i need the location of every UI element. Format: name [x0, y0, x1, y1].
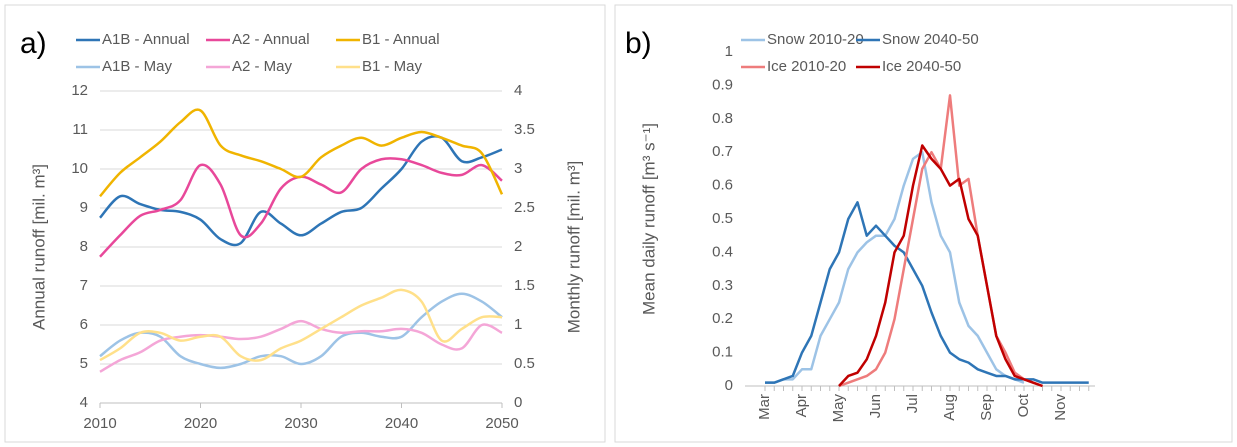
x-tick-label: Mar: [756, 394, 773, 420]
y-tick-label: 0.8: [712, 110, 733, 127]
series-line: [765, 150, 1025, 384]
y-tick-label: 8: [80, 238, 88, 255]
y-tick-label: 10: [71, 160, 88, 177]
x-tick-label: 2030: [284, 415, 317, 432]
y-tick-label: 7: [80, 277, 88, 294]
legend-label: A1B - May: [102, 58, 173, 75]
y2-tick-label: 2.5: [514, 199, 535, 216]
y-tick-label: 0.1: [712, 344, 733, 361]
y-tick-label: 1: [725, 43, 733, 60]
legend-label: B1 - Annual: [362, 31, 440, 48]
y-tick-label: 5: [80, 355, 88, 372]
y2-tick-label: 0: [514, 394, 522, 411]
legend-label: Snow 2010-20: [767, 31, 864, 48]
panel-frame: [614, 4, 1233, 443]
x-tick-label: Sep: [978, 394, 995, 421]
series-line: [765, 201, 1089, 384]
panel-frame: [4, 4, 606, 443]
y2-axis-title: Monthly runoff [mil. m³]: [564, 161, 583, 334]
panel-label: b): [625, 27, 652, 60]
series-line: [99, 108, 504, 198]
legend-label: Snow 2040-50: [882, 31, 979, 48]
y2-tick-label: 3: [514, 160, 522, 177]
series-line: [99, 134, 503, 247]
x-tick-label: Jun: [867, 394, 884, 418]
y2-tick-label: 3.5: [514, 121, 535, 138]
x-tick-label: 2050: [485, 415, 518, 432]
x-tick-label: 2010: [83, 415, 116, 432]
y-tick-label: 11: [72, 121, 88, 138]
legend-label: Ice 2040-50: [882, 58, 961, 75]
series-line: [99, 288, 503, 362]
legend-label: A2 - May: [232, 58, 293, 75]
x-tick-label: Aug: [941, 394, 958, 421]
panel-label: a): [20, 27, 47, 60]
y2-tick-label: 4: [514, 82, 522, 99]
y-tick-label: 12: [71, 82, 88, 99]
x-tick-label: Oct: [1015, 393, 1032, 417]
y-tick-label: 0.3: [712, 277, 733, 294]
y2-tick-label: 1.5: [514, 277, 535, 294]
x-tick-label: 2040: [385, 415, 418, 432]
x-tick-label: May: [830, 394, 847, 423]
legend-label: A1B - Annual: [102, 31, 190, 48]
series-line: [838, 144, 1043, 388]
y-tick-label: 0.7: [712, 143, 733, 160]
series-line: [99, 319, 503, 373]
y-tick-label: 0.5: [712, 210, 733, 227]
y-tick-label: 0.4: [712, 243, 733, 260]
y-tick-label: 0.6: [712, 177, 733, 194]
y2-tick-label: 2: [514, 238, 522, 255]
y-tick-label: 0.2: [712, 310, 733, 327]
y-axis-title: Annual runoff [mil. m³]: [29, 164, 48, 330]
y-tick-label: 0.9: [712, 76, 733, 93]
x-tick-label: 2020: [184, 415, 217, 432]
series-line: [99, 292, 503, 370]
legend-label: Ice 2010-20: [767, 58, 846, 75]
y-axis-title: Mean daily runoff [m³ s⁻¹]: [639, 123, 658, 315]
legend-label: A2 - Annual: [232, 31, 310, 48]
y-tick-label: 4: [80, 394, 88, 411]
y-tick-label: 0: [725, 377, 733, 394]
x-tick-label: Apr: [793, 394, 810, 417]
x-tick-label: Nov: [1052, 394, 1069, 421]
y-tick-label: 9: [80, 199, 88, 216]
y-tick-label: 6: [80, 316, 88, 333]
y2-tick-label: 1: [514, 316, 522, 333]
y2-tick-label: 0.5: [514, 355, 535, 372]
legend-label: B1 - May: [362, 58, 423, 75]
x-tick-label: Jul: [904, 394, 921, 413]
